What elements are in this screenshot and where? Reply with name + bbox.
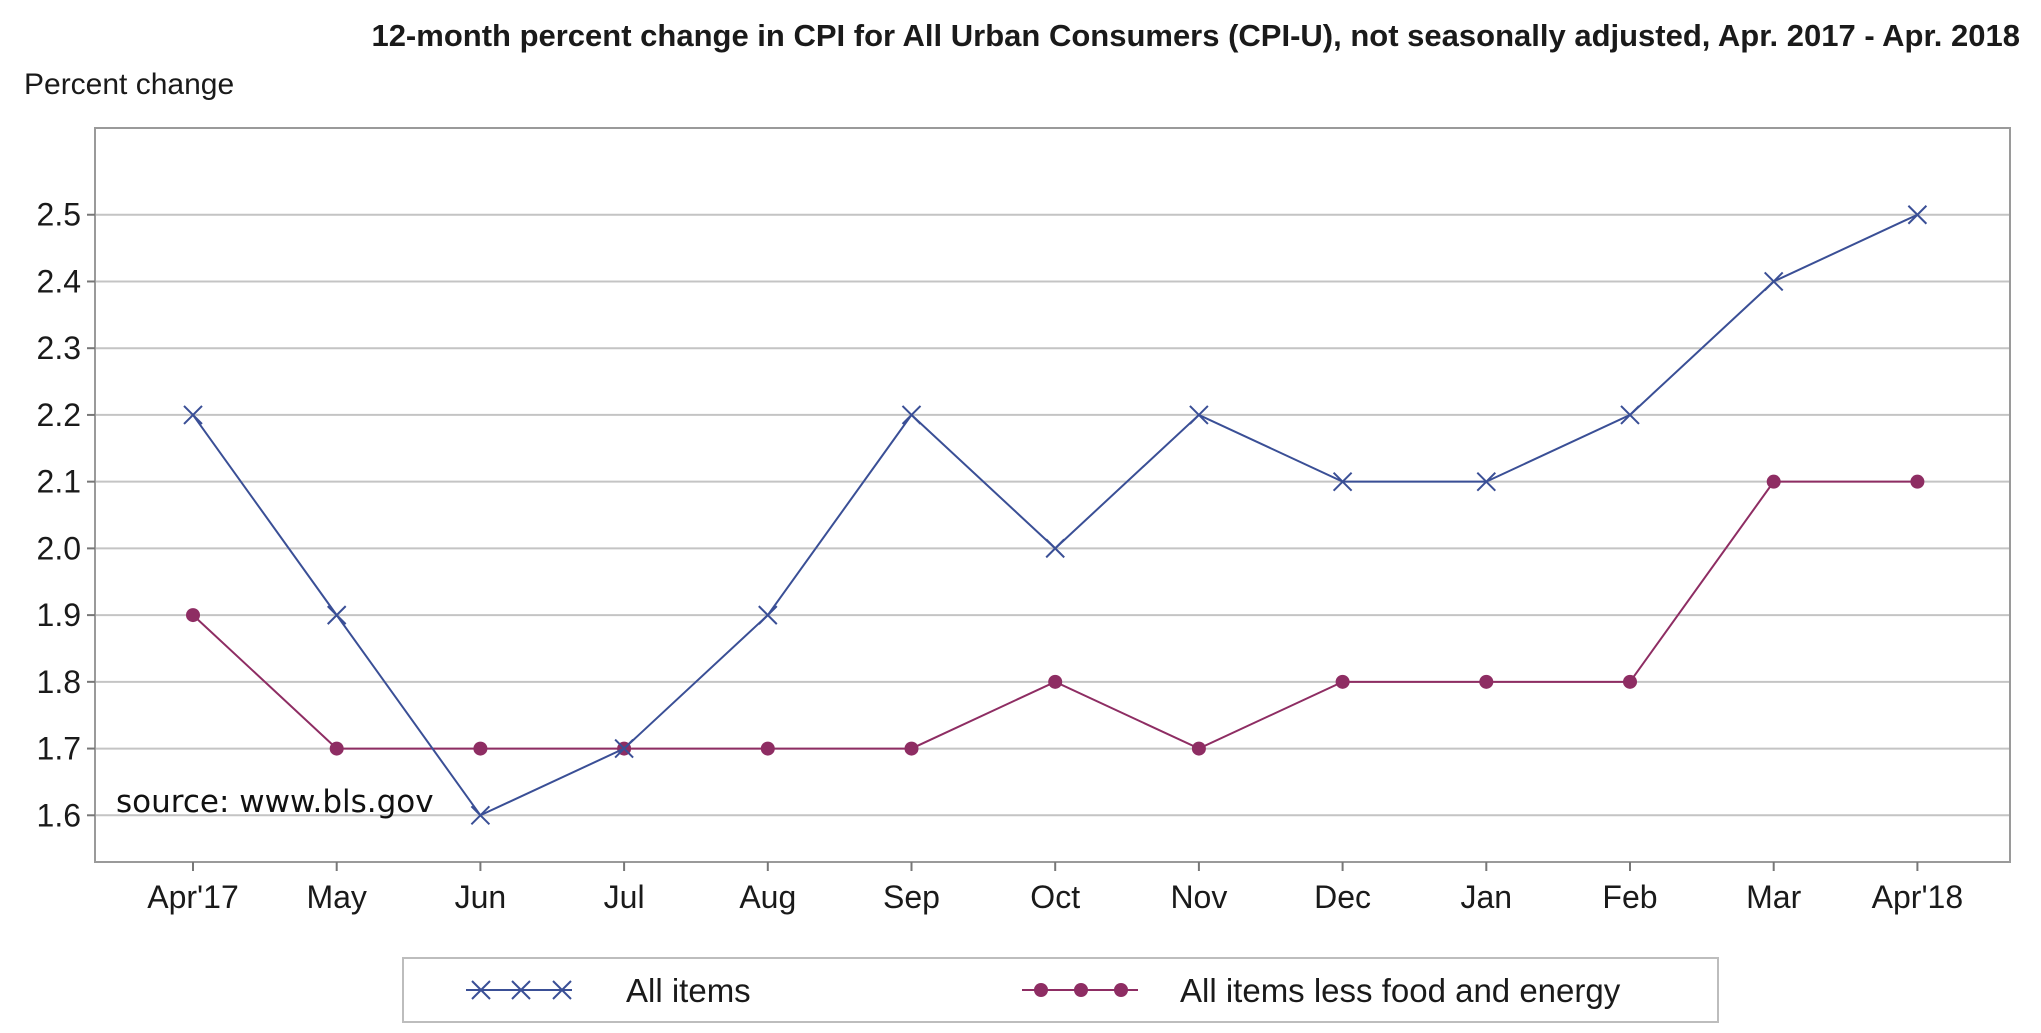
data-point [1048,674,1063,689]
y-tick-label: 2.2 [37,397,81,433]
data-point [1045,538,1065,559]
x-marker-stroke [183,405,203,425]
data-point [760,741,775,756]
data-point [614,738,634,759]
data-point [904,741,919,756]
legend-item-core: All items less food and energy [1022,972,1621,1009]
y-tick-label: 1.8 [37,664,81,700]
y-tick-label: 2.1 [37,464,81,500]
legend: All items All items less food and energy [402,957,1719,1023]
data-point [473,741,488,756]
legend-marker [511,980,531,1000]
x-tick-label: Feb [1602,879,1657,915]
data-point [1623,674,1637,689]
y-tick-label: 1.9 [37,597,81,633]
x-tick-label: Mar [1746,879,1801,915]
y-axis-label: Percent change [24,68,235,101]
data-point [183,405,203,425]
x-tick-label: Jan [1461,879,1513,915]
x-tick-label: Aug [739,879,796,915]
x-marker-stroke [326,605,347,625]
x-marker-stroke [1763,271,1784,292]
legend-label: All items less food and energy [1180,972,1621,1009]
data-point [1907,205,1928,225]
data-point [1332,471,1353,492]
y-tick-label: 2.0 [37,530,81,566]
plot-frame [94,127,2011,863]
data-point [1766,474,1781,489]
axes: 2.5 2.4 2.3 2.2 2.1 2.0 1.9 1.8 1.7 1.6 Apr'17 May J… [37,197,1964,915]
x-marker-stroke [614,738,634,759]
x-tick-label: Oct [1030,879,1080,915]
data-point [1910,474,1925,489]
legend-item-all-items: All items [466,972,751,1009]
x-tick-label: May [306,879,366,915]
y-tick-label: 2.3 [37,330,81,366]
series [183,205,1928,825]
y-tick-label: 1.6 [37,797,81,833]
x-marker-stroke [1907,205,1928,225]
x-marker-stroke [511,980,531,1000]
x-marker-stroke [1476,471,1497,492]
data-point [758,605,778,625]
x-marker-stroke [1045,538,1065,559]
x-marker-stroke [470,805,491,825]
x-marker-stroke [758,605,778,625]
data-point [901,405,922,425]
x-marker-stroke [1189,405,1209,425]
gridlines [95,213,2010,817]
data-point [1479,674,1494,689]
data-point [1189,405,1209,425]
x-tick-label: Jun [455,879,507,915]
chart-title: 12-month percent change in CPI for All U… [371,18,2020,53]
x-marker-stroke [552,980,572,1000]
x-tick-label: Jul [604,879,645,915]
source-annotation: source: www.bls.gov [116,784,434,820]
data-point [1191,741,1206,756]
data-point [326,605,347,625]
legend-marker [1074,983,1088,997]
legend-marker [552,980,572,1000]
data-point [1335,674,1350,689]
x-marker-stroke [1332,471,1353,492]
x-marker-stroke [901,405,922,425]
data-point [186,608,200,623]
x-tick-label: Nov [1170,879,1227,915]
x-tick-label: Sep [883,879,940,915]
data-point [1620,405,1640,425]
series-core [186,474,1925,756]
series-line [192,213,1918,817]
y-tick-label: 1.7 [37,731,81,767]
series-all-items [183,205,1928,825]
data-point [329,741,344,756]
legend-label: All items [626,972,751,1009]
data-point [1763,271,1784,292]
legend-marker [1114,983,1128,997]
x-marker-stroke [1620,405,1640,425]
data-point [1476,471,1497,492]
x-tick-label: Apr'18 [1872,879,1964,915]
y-tick-label: 2.4 [37,263,81,299]
legend-marker [471,980,491,1000]
x-tick-label: Apr'17 [147,879,239,915]
x-marker-stroke [471,980,491,1000]
y-tick-label: 2.5 [37,197,81,233]
x-tick-label: Dec [1314,879,1371,915]
legend-marker [1034,983,1048,997]
data-point [470,805,491,825]
